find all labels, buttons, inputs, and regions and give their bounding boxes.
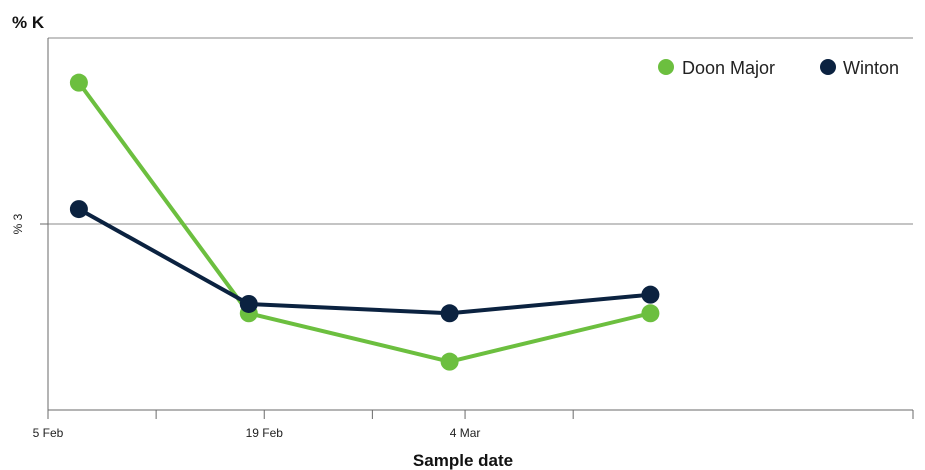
x-axis-title: Sample date bbox=[413, 451, 513, 470]
grid bbox=[48, 37, 913, 225]
x-tick-label: 5 Feb bbox=[33, 426, 64, 440]
data-point bbox=[440, 352, 459, 371]
legend-item: Winton bbox=[820, 58, 899, 78]
series-doon-major bbox=[69, 73, 660, 371]
x-tick-label: 19 Feb bbox=[246, 426, 284, 440]
legend: Doon Major Winton bbox=[658, 58, 899, 78]
data-point bbox=[641, 285, 660, 304]
series-line bbox=[76, 207, 653, 316]
data-point bbox=[239, 294, 258, 313]
legend-marker bbox=[658, 59, 674, 75]
series bbox=[69, 73, 660, 371]
x-tick-label: 4 Mar bbox=[450, 426, 481, 440]
legend-marker bbox=[820, 59, 836, 75]
data-point bbox=[641, 304, 660, 323]
y-tick-label: % 3 bbox=[11, 213, 25, 234]
data-point bbox=[69, 73, 88, 92]
y-axis-title: % K bbox=[12, 13, 45, 32]
legend-item: Doon Major bbox=[658, 58, 775, 78]
axes: 5 Feb 19 Feb 4 Mar % 3 bbox=[11, 38, 914, 440]
series-winton bbox=[69, 200, 660, 323]
data-point bbox=[69, 200, 88, 219]
series-line bbox=[76, 80, 653, 364]
legend-label: Winton bbox=[843, 58, 899, 78]
data-point bbox=[440, 304, 459, 323]
legend-label: Doon Major bbox=[682, 58, 775, 78]
